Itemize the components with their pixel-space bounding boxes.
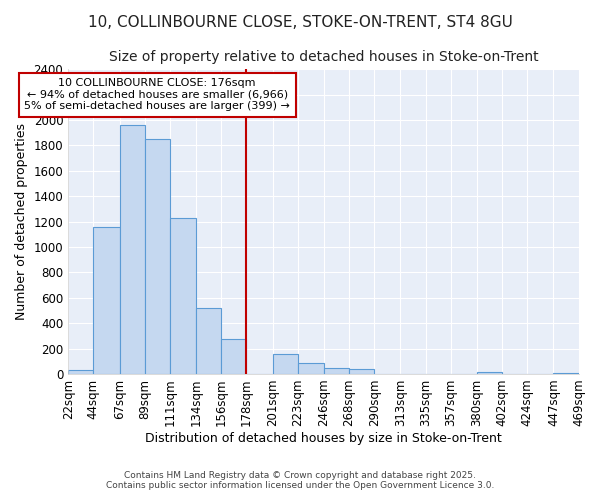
Text: 10 COLLINBOURNE CLOSE: 176sqm
← 94% of detached houses are smaller (6,966)
5% of: 10 COLLINBOURNE CLOSE: 176sqm ← 94% of d… [24,78,290,112]
Bar [221,339,246,374]
Y-axis label: Number of detached properties: Number of detached properties [15,123,28,320]
Bar [272,354,298,374]
Bar [93,226,119,374]
Bar [349,369,374,374]
Text: 10, COLLINBOURNE CLOSE, STOKE-ON-TRENT, ST4 8GU: 10, COLLINBOURNE CLOSE, STOKE-ON-TRENT, … [88,15,512,30]
X-axis label: Distribution of detached houses by size in Stoke-on-Trent: Distribution of detached houses by size … [145,432,502,445]
Bar [477,372,502,374]
Bar [196,308,221,374]
Bar [68,370,93,374]
Bar [170,218,196,374]
Bar [298,362,324,374]
Bar [324,368,349,374]
Text: Contains HM Land Registry data © Crown copyright and database right 2025.
Contai: Contains HM Land Registry data © Crown c… [106,470,494,490]
Title: Size of property relative to detached houses in Stoke-on-Trent: Size of property relative to detached ho… [109,50,538,64]
Bar [145,139,170,374]
Bar [119,125,145,374]
